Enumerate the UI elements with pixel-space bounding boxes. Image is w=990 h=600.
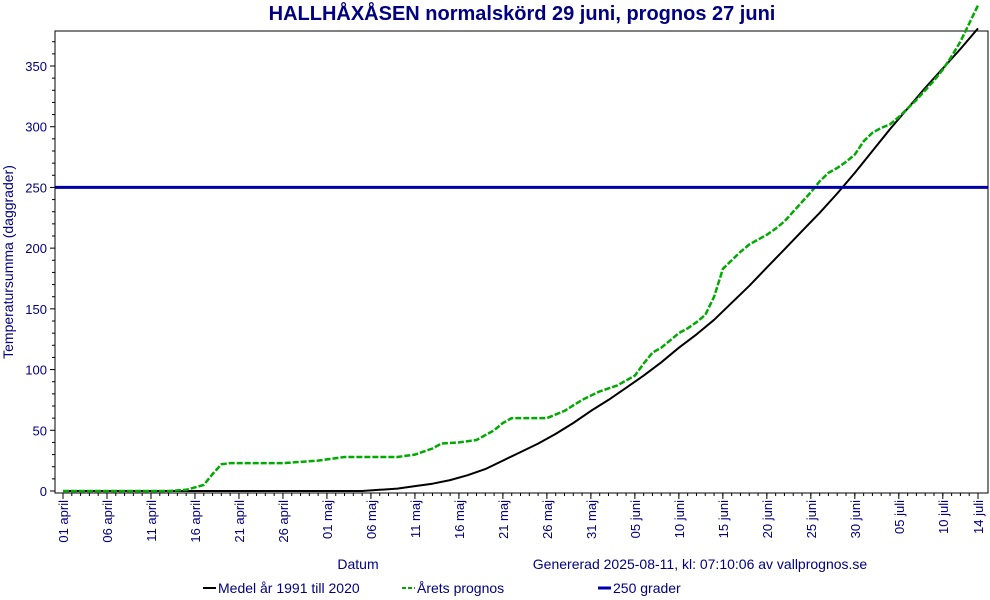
series-line-2 [63,4,980,493]
series-line-1 [63,27,979,492]
x-tick-label: 14 juli [971,500,986,534]
y-tick-label: 100 [25,363,47,378]
y-tick-label: 200 [25,241,47,256]
x-tick-label: 06 april [100,500,115,543]
y-tick-label: 350 [25,59,47,74]
y-tick-label: 0 [40,484,47,499]
x-tick-label: 06 maj [364,500,379,539]
x-tick-label: 16 april [188,500,203,543]
x-tick-label: 05 juli [892,500,907,534]
x-tick-label: 10 juni [672,500,687,538]
y-tick-label: 300 [25,120,47,135]
x-tick-label: 21 april [232,500,247,543]
x-tick-label: 10 juli [936,500,951,534]
x-tick-label: 11 maj [408,500,423,538]
x-tick-label: 20 juni [760,500,775,538]
y-tick-label: 250 [25,180,47,195]
x-tick-label: 21 maj [496,500,511,539]
x-tick-label: 25 juni [804,500,819,538]
legend-label-2: Årets prognos [417,580,504,596]
x-tick-label: 01 april [56,500,71,543]
x-axis-label: Datum [337,556,378,572]
plot-area [54,30,989,494]
legend: Medel år 1991 till 2020 Årets prognos 250 … [203,580,681,596]
x-tick-label: 16 maj [452,500,467,539]
x-tick-label: 01 maj [320,500,335,539]
series-group [55,4,988,493]
legend-label-3: 250 grader [613,580,681,596]
legend-label-1: Medel år 1991 till 2020 [218,580,360,596]
chart-title: HALLHÅXÅSEN normalskörd 29 juni, prognos… [269,1,776,25]
x-tick-label: 31 maj [584,500,599,539]
y-axis-label: Temperatursumma (daggrader) [0,165,16,359]
generated-note: Genererad 2025-08-11, kl: 07:10:06 av va… [533,556,868,572]
x-tick-label: 30 juni [848,500,863,538]
y-axis-ticks: 0 50 100 150 200 250 300 350 [25,41,55,499]
x-axis-ticks: 01 april 06 april 11 april 16 april 21 april… [56,493,986,543]
x-tick-label: 26 april [276,500,291,543]
y-tick-label: 150 [25,302,47,317]
x-tick-label: 11 april [144,500,159,542]
x-tick-label: 05 juni [628,500,643,538]
y-tick-label: 50 [33,423,47,438]
x-tick-label: 26 maj [540,500,555,539]
x-tick-label: 15 juni [716,500,731,538]
